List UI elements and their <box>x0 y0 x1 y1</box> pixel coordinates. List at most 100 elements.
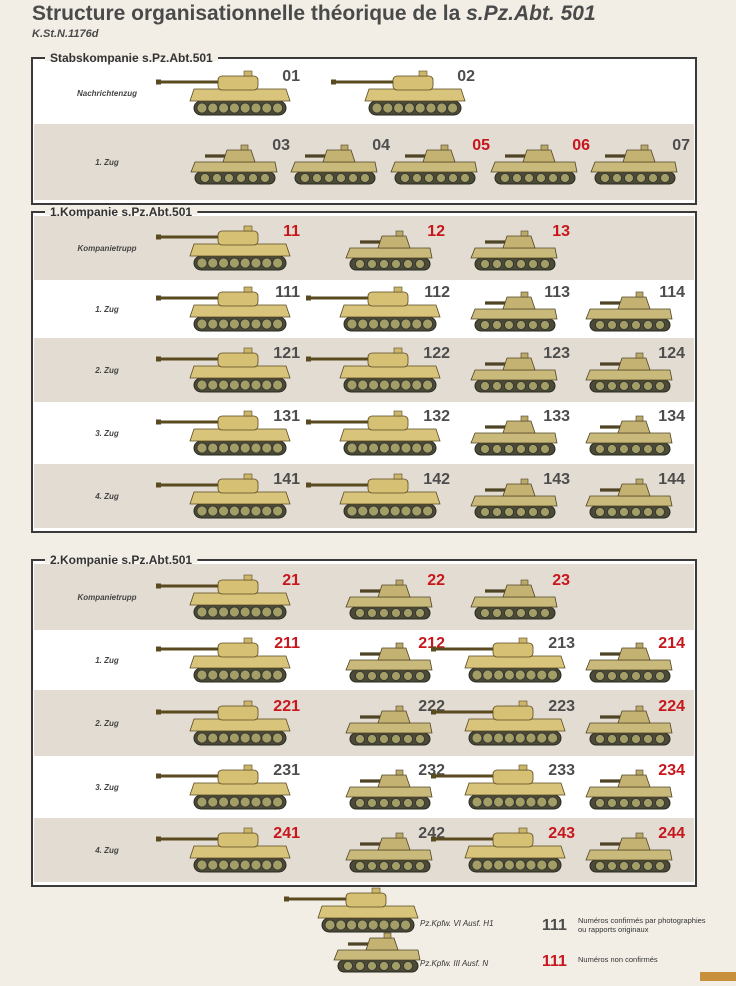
row: Kompanietrupp 21 22 23 <box>34 564 694 630</box>
wheel <box>540 381 550 391</box>
wheel <box>336 173 346 183</box>
wheel <box>207 379 219 391</box>
vehicle-number: 03 <box>272 137 290 154</box>
vehicle-number: 111 <box>275 284 300 301</box>
muzzle <box>306 419 311 425</box>
wheel <box>200 173 210 183</box>
wheel <box>239 379 251 391</box>
wheel <box>595 861 605 871</box>
section-frame <box>31 559 697 887</box>
wheel <box>261 379 273 391</box>
hull <box>189 655 291 669</box>
wheel <box>528 259 538 269</box>
wheel <box>250 505 262 517</box>
wheel <box>196 379 208 391</box>
hull <box>345 596 433 608</box>
wheel <box>228 732 240 744</box>
wheel <box>355 961 365 971</box>
wheel <box>218 796 230 808</box>
wheel <box>436 102 448 114</box>
wheel <box>471 732 483 744</box>
row-label: 1. Zug <box>95 656 119 665</box>
vehicle-number: 22 <box>427 572 445 589</box>
turret <box>617 710 651 724</box>
hull <box>189 718 291 732</box>
wheel <box>655 861 665 871</box>
vehicle: 133 <box>470 408 570 456</box>
wheel <box>422 379 434 391</box>
wheel <box>378 442 390 454</box>
wheel <box>389 379 401 391</box>
cupola <box>393 347 403 354</box>
wheel <box>355 671 365 681</box>
wheel <box>504 608 514 618</box>
wheel <box>367 919 379 931</box>
cupola <box>243 827 253 834</box>
wheel <box>540 507 550 517</box>
wheel <box>272 318 284 330</box>
vehicle-number: 223 <box>548 698 575 715</box>
turret <box>377 710 411 724</box>
turret <box>217 478 259 494</box>
wheel <box>619 381 629 391</box>
vehicle-number: 142 <box>423 471 450 488</box>
wheel <box>368 318 380 330</box>
wheel <box>239 102 251 114</box>
cupola <box>518 700 528 707</box>
wheel <box>482 732 494 744</box>
legend-sample: 111 <box>542 953 567 970</box>
hull <box>585 786 673 798</box>
wheel <box>631 671 641 681</box>
legend-sample: 111 <box>542 917 567 934</box>
wheel <box>525 859 537 871</box>
turret <box>492 832 534 848</box>
wheel <box>272 732 284 744</box>
muzzle <box>156 709 161 715</box>
wheel <box>367 798 377 808</box>
wheel <box>492 381 502 391</box>
wheel <box>248 173 258 183</box>
row-label: 2. Zug <box>94 366 119 375</box>
wheel <box>346 919 358 931</box>
cupola <box>635 832 644 839</box>
wheel <box>400 919 412 931</box>
wheel <box>312 173 322 183</box>
wheel <box>504 259 514 269</box>
vehicle-number: 04 <box>372 137 390 154</box>
vehicle: 23 <box>470 572 570 620</box>
wheel <box>607 671 617 681</box>
hull <box>317 905 419 919</box>
vehicle: 141 <box>156 471 300 519</box>
legend-model: Pz.Kpfw. VI Ausf. H1 <box>420 919 494 928</box>
hull <box>590 161 678 173</box>
wheel <box>436 173 446 183</box>
wheel <box>348 173 358 183</box>
turret <box>377 647 411 661</box>
wheel <box>447 102 459 114</box>
wheel <box>595 734 605 744</box>
wheel <box>636 173 646 183</box>
wheel <box>355 734 365 744</box>
vehicle: 144 <box>585 471 685 519</box>
cupola <box>395 769 404 776</box>
vehicle: 213 <box>431 635 575 683</box>
wheel <box>272 379 284 391</box>
wheel <box>207 505 219 517</box>
wheel <box>218 379 230 391</box>
wheel <box>619 507 629 517</box>
turret <box>367 415 409 431</box>
hull <box>189 491 291 505</box>
turret <box>492 705 534 721</box>
wheel <box>655 798 665 808</box>
wheel <box>471 796 483 808</box>
row: 1. Zug 211 212 213 214 <box>34 630 694 690</box>
wheel <box>261 606 273 618</box>
muzzle <box>156 356 161 362</box>
wheel <box>196 669 208 681</box>
wheel <box>378 379 390 391</box>
wheel <box>228 796 240 808</box>
wheel <box>218 442 230 454</box>
wheel <box>357 318 369 330</box>
vehicle-number: 124 <box>658 345 685 362</box>
vehicle: 01 <box>156 68 300 116</box>
